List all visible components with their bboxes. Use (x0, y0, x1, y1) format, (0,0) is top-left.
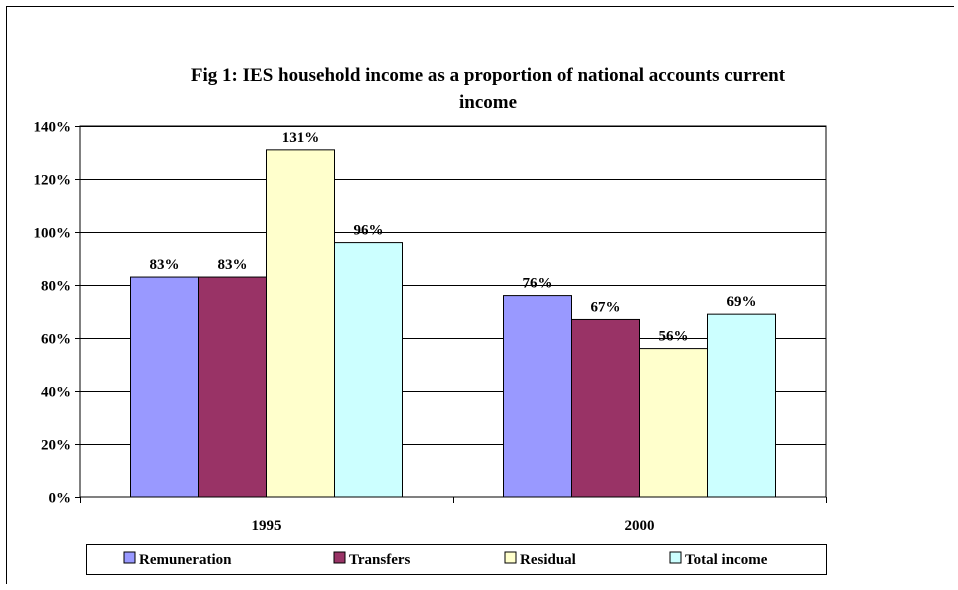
x-category-label-0: 1995 (252, 518, 282, 534)
x-axis: 1995 2000 (80, 497, 827, 534)
data-label-transfers-2000: 67% (591, 299, 621, 315)
y-tick-label-7: 140% (34, 120, 72, 136)
data-label-residual-2000: 56% (659, 329, 689, 345)
legend-label-residual: Residual (520, 552, 576, 568)
data-label-total-income-2000: 69% (727, 294, 757, 310)
bar-residual-2000 (639, 348, 708, 498)
legend: Remuneration Transfers Residual Total incom… (86, 544, 827, 575)
legend-swatch-residual (504, 551, 517, 564)
data-label-transfers-1995: 83% (218, 257, 248, 273)
data-label-remuneration-1995: 83% (150, 257, 180, 273)
data-labels: 83% 83% 131% 96% 76% 67% 56% 69% (150, 130, 757, 345)
bar-total-income-1995 (334, 242, 403, 498)
legend-swatch-total-income (669, 551, 682, 564)
y-tick-label-6: 120% (34, 173, 72, 189)
y-tick-label-2: 40% (41, 385, 71, 401)
bar-transfers-2000 (571, 318, 640, 498)
chart-frame (6, 6, 954, 584)
data-label-remuneration-2000: 76% (523, 276, 553, 292)
legend-label-total-income: Total income (685, 552, 768, 568)
bar-transfers-1995 (198, 276, 267, 498)
y-tick-label-4: 80% (41, 279, 71, 295)
y-tick-label-0: 0% (49, 491, 72, 507)
y-tick-label-3: 60% (41, 332, 71, 348)
legend-box (86, 544, 827, 575)
legend-label-remuneration: Remuneration (139, 552, 232, 568)
chart-title-line-2: income (459, 92, 517, 113)
legend-label-transfers: Transfers (349, 552, 411, 568)
bar-remuneration-2000 (503, 295, 572, 498)
y-axis: 0% 20% 40% 60% 80% 100% 120% 140% (34, 120, 80, 507)
legend-swatch-remuneration (123, 551, 136, 564)
data-label-residual-1995: 131% (282, 130, 320, 146)
x-category-label-1: 2000 (625, 518, 655, 534)
bar-residual-1995 (266, 149, 335, 498)
bars (130, 149, 776, 498)
y-tick-label-5: 100% (34, 226, 72, 242)
bar-total-income-2000 (707, 313, 776, 498)
data-label-total-income-1995: 96% (354, 223, 384, 239)
y-tick-label-1: 20% (41, 438, 71, 454)
legend-swatch-transfers (333, 551, 346, 564)
chart-title-line-1: Fig 1: IES household income as a proport… (191, 65, 786, 86)
bar-remuneration-1995 (130, 276, 199, 498)
